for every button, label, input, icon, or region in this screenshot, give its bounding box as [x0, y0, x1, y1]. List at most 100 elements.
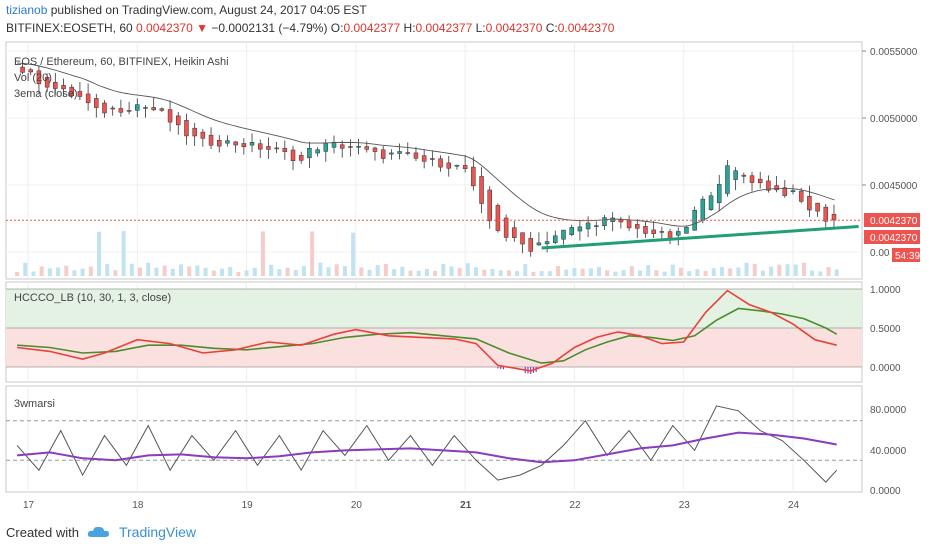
ema-line [17, 62, 835, 227]
candle-body [635, 224, 640, 229]
osc-tick: 0.0000 [870, 363, 901, 374]
volume-bar [162, 265, 167, 276]
volume-bar [310, 231, 315, 276]
volume-bar [416, 270, 421, 276]
volume-bar [629, 266, 634, 276]
candle-body [676, 231, 681, 236]
candle-body [69, 86, 74, 97]
candle-body [151, 107, 156, 111]
volume-bar [318, 262, 323, 276]
timer-tag [892, 248, 920, 262]
volume-bar [80, 268, 85, 276]
candle-body [536, 242, 542, 246]
volume-bar [515, 271, 520, 276]
candle-body [249, 142, 255, 146]
candle-body [397, 151, 402, 154]
candle-body [176, 115, 181, 126]
volume-bar [547, 271, 552, 276]
volume-bar [433, 270, 438, 276]
volume-bar [383, 264, 388, 276]
rsi-title: 3wmarsi [14, 398, 55, 410]
candle-body [528, 238, 533, 252]
close-label: C: [545, 21, 558, 35]
volume-bar [670, 264, 675, 276]
time-axis-label: 19 [242, 500, 254, 511]
volume-bar [400, 266, 405, 276]
price-tick: 0.0045000 [870, 181, 918, 192]
time-axis-label: 22 [569, 500, 581, 511]
volume-bar [219, 268, 224, 276]
volume-bar [744, 262, 749, 276]
tradingview-link[interactable]: TradingView [118, 524, 197, 540]
time-axis-label: 18 [132, 500, 144, 511]
candle-body [618, 219, 624, 223]
volume-bar [105, 263, 110, 276]
created-with-text: Created with [6, 524, 79, 540]
time-axis-label: 20 [351, 500, 363, 511]
osc-main-line [17, 289, 837, 372]
candle-body [651, 229, 656, 234]
publish-line: tizianob published on TradingView.com, A… [6, 3, 367, 17]
footer: Created with TradingView [6, 524, 196, 540]
candle-body [135, 104, 140, 111]
candle-body [774, 185, 779, 191]
volume-bar [72, 270, 77, 276]
chart-canvas[interactable]: EOS / Ethereum, 60, BITFINEX, Heikin Ash… [0, 0, 932, 520]
low-value: 0.0042370 [485, 21, 543, 35]
volume-bar [588, 268, 593, 276]
volume-bar [228, 267, 233, 276]
rsi-lines [6, 405, 862, 483]
volume-bar [121, 231, 126, 276]
volume-bar [359, 267, 364, 276]
author-link[interactable]: tizianob [6, 3, 48, 17]
candle-body [389, 152, 394, 155]
time-axis-label: 24 [788, 500, 800, 511]
published-text: published on TradingView.com, August 24,… [50, 3, 367, 17]
time-axis-label: 23 [679, 500, 691, 511]
volume-bar [334, 264, 339, 276]
osc-tick: 1.0000 [870, 285, 901, 296]
volume-bar [47, 268, 52, 276]
down-arrow-icon: ▼ [196, 21, 209, 35]
candle-body [380, 149, 386, 159]
candle-body [217, 139, 222, 147]
candle-body [126, 110, 132, 112]
candle-body [94, 98, 99, 108]
candle-body [446, 162, 451, 169]
volume-bar [39, 266, 44, 276]
volume-bar [613, 271, 618, 276]
volume-bar [375, 265, 380, 276]
osc-signal-line [17, 307, 838, 364]
candle-body [372, 147, 378, 152]
volume-bar [703, 271, 708, 276]
candle-body [331, 141, 337, 148]
volume-bar [424, 268, 429, 276]
candle-body [831, 213, 837, 221]
volume-bar [646, 265, 651, 276]
candle-body [233, 141, 238, 146]
candle-body [184, 120, 189, 137]
volume-bar [826, 267, 831, 276]
candle-body [503, 217, 509, 238]
price-pane[interactable] [5, 41, 863, 280]
price-tick: 0.0050000 [870, 114, 918, 125]
rsi-slow-line [17, 431, 837, 464]
candle-body [700, 198, 706, 221]
candle-body [110, 107, 115, 110]
volume-bar [736, 267, 741, 276]
volume-bar [187, 266, 192, 276]
candle-body [36, 70, 42, 85]
ema-label: 3ema (close) [14, 88, 78, 100]
candle-body [766, 180, 771, 191]
volume-label: Vol (20) [14, 72, 52, 84]
candle-body [290, 149, 296, 161]
rsi-pane[interactable] [5, 385, 863, 493]
candle-body [659, 231, 665, 233]
tradingview-cloud-icon [87, 526, 109, 537]
volume-bar [277, 269, 282, 276]
candle-body [716, 184, 722, 203]
volume-bar [621, 270, 626, 276]
timer-tag-text: 54:39 [895, 251, 920, 262]
volume-bar [269, 264, 274, 276]
candle-body [684, 226, 689, 234]
